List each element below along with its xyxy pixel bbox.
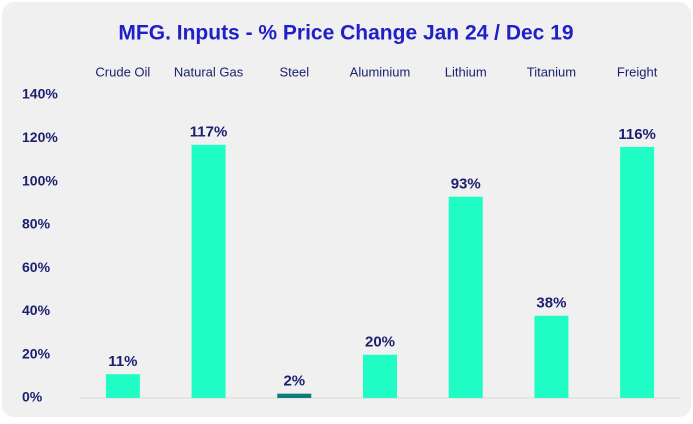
y-tick-label: 80%	[22, 216, 51, 232]
category-label: Crude Oil	[95, 64, 150, 79]
category-label: Steel	[279, 64, 309, 79]
y-tick-label: 100%	[22, 172, 58, 188]
bar	[448, 196, 483, 398]
bar	[534, 315, 569, 398]
value-label: 38%	[536, 295, 566, 312]
bar	[105, 374, 140, 398]
category-label: Freight	[617, 64, 658, 79]
bar	[191, 144, 226, 398]
y-tick-label: 140%	[22, 86, 58, 102]
y-tick-label: 0%	[22, 389, 43, 405]
y-tick-label: 120%	[22, 129, 58, 145]
value-label: 93%	[451, 176, 481, 193]
y-tick-label: 40%	[22, 302, 51, 318]
category-label: Natural Gas	[174, 64, 244, 79]
chart-title: MFG. Inputs - % Price Change Jan 24 / De…	[118, 22, 573, 45]
bar	[363, 354, 397, 398]
value-label: 20%	[365, 334, 395, 351]
category-label: Lithium	[445, 64, 487, 79]
value-label: 2%	[283, 373, 305, 390]
y-tick-label: 20%	[22, 345, 51, 361]
bar	[620, 146, 655, 398]
panel	[2, 2, 691, 417]
category-label: Titanium	[527, 64, 576, 79]
y-tick-label: 60%	[22, 259, 51, 275]
category-label: Aluminium	[350, 64, 411, 79]
bar	[277, 393, 312, 398]
value-label: 116%	[618, 126, 656, 143]
value-label: 117%	[190, 124, 228, 141]
value-label: 11%	[108, 353, 137, 370]
